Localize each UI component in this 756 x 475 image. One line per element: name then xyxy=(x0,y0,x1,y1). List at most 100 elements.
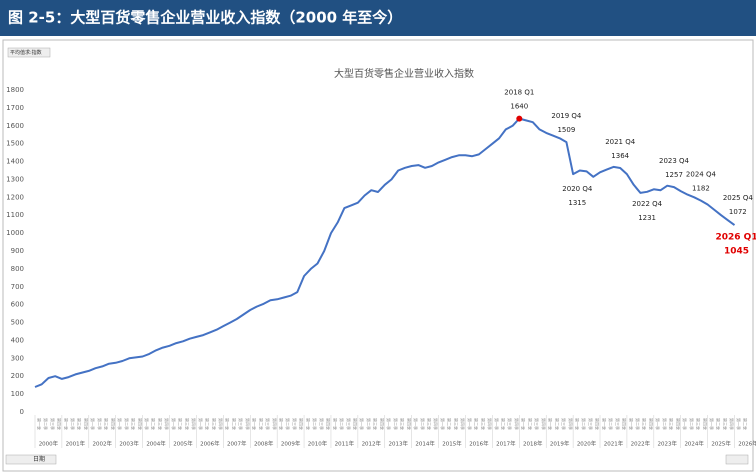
quarter-label: 第一季 xyxy=(63,418,69,430)
quarter-label: 第三季 xyxy=(211,418,217,430)
x-tick-label: 2023年 xyxy=(658,440,678,448)
quarter-label: 第一季 xyxy=(171,418,177,430)
x-tick-label: 2006年 xyxy=(200,440,220,448)
x-tick-label: 2025年 xyxy=(711,440,731,448)
y-tick-label: 1300 xyxy=(6,175,24,183)
quarter-label: 第一季 xyxy=(332,418,338,430)
x-tick-label: 2019年 xyxy=(550,440,570,448)
quarter-label: 第一季 xyxy=(90,418,96,430)
expand-buttons[interactable] xyxy=(725,454,749,465)
y-tick-label: 1100 xyxy=(6,211,24,219)
date-filter[interactable] xyxy=(5,454,57,465)
quarter-label: 第四季 xyxy=(326,418,332,430)
y-tick-label: 700 xyxy=(11,283,24,291)
quarter-label: 第二季 xyxy=(500,418,506,430)
quarter-label: 第一季 xyxy=(467,418,473,430)
x-tick-label: 2013年 xyxy=(388,440,408,448)
y-tick-label: 300 xyxy=(11,354,24,362)
quarter-label: 第四季 xyxy=(729,418,735,430)
quarter-label: 第二季 xyxy=(97,418,103,430)
quarter-label: 第四季 xyxy=(702,418,708,430)
annotation-value: 1640 xyxy=(510,103,528,111)
annotation-value: 1182 xyxy=(692,185,710,193)
x-tick-label: 2001年 xyxy=(66,440,86,448)
quarter-label: 第四季 xyxy=(433,418,439,430)
date-filter-label[interactable]: 日期 xyxy=(33,455,45,463)
quarter-label: 第三季 xyxy=(319,418,325,430)
quarter-label: 第二季 xyxy=(312,418,318,430)
quarter-label: 第三季 xyxy=(131,418,137,430)
quarter-label: 第一季 xyxy=(521,418,527,430)
quarter-label: 第四季 xyxy=(83,418,89,430)
quarter-label: 第四季 xyxy=(487,418,493,430)
annotation-label: 2022 Q4 xyxy=(632,200,663,208)
quarter-label: 第一季 xyxy=(36,418,42,430)
annotation-value: 1509 xyxy=(557,126,575,134)
quarter-label: 第一季 xyxy=(548,418,554,430)
quarter-label: 第四季 xyxy=(57,418,63,430)
quarter-label: 第四季 xyxy=(406,418,412,430)
quarter-label: 第三季 xyxy=(507,418,513,430)
quarter-label: 第二季 xyxy=(608,418,614,430)
quarter-label: 第四季 xyxy=(648,418,654,430)
x-tick-label: 2020年 xyxy=(577,440,597,448)
y-tick-label: 1600 xyxy=(6,122,24,130)
value-button[interactable] xyxy=(7,47,51,58)
y-tick-label: 0 xyxy=(20,408,24,416)
chart-title: 大型百货零售企业营业收入指数 xyxy=(334,67,474,80)
y-tick-label: 400 xyxy=(11,336,24,344)
annotation-label: 2021 Q4 xyxy=(605,138,636,146)
quarter-label: 第三季 xyxy=(426,418,432,430)
y-tick-label: 500 xyxy=(11,319,24,327)
quarter-label: 第二季 xyxy=(258,418,264,430)
x-tick-label: 2000年 xyxy=(39,440,59,448)
quarter-label: 第三季 xyxy=(346,418,352,430)
annotation-label: 2026 Q1 xyxy=(715,233,756,243)
quarter-label: 第三季 xyxy=(561,418,567,430)
quarter-label: 第一季 xyxy=(709,418,715,430)
quarter-label: 第二季 xyxy=(689,418,695,430)
annotation-label: 2019 Q4 xyxy=(551,112,582,120)
quarter-label: 第一季 xyxy=(413,418,419,430)
peak-marker xyxy=(516,115,523,122)
quarter-label: 第三季 xyxy=(642,418,648,430)
quarter-label: 第三季 xyxy=(669,418,675,430)
y-tick-label: 200 xyxy=(11,372,24,380)
y-tick-label: 1700 xyxy=(6,104,24,112)
quarter-label: 第一季 xyxy=(117,418,123,430)
annotation-label: 2024 Q4 xyxy=(686,171,717,179)
quarter-label: 第四季 xyxy=(164,418,170,430)
x-tick-label: 2014年 xyxy=(415,440,435,448)
annotation-value: 1257 xyxy=(665,171,683,179)
quarter-label: 第二季 xyxy=(743,418,749,430)
annotation-value: 1364 xyxy=(611,152,629,160)
quarter-label: 第四季 xyxy=(622,418,628,430)
quarter-label: 第四季 xyxy=(245,418,251,430)
quarter-label: 第四季 xyxy=(272,418,278,430)
quarter-label: 第三季 xyxy=(50,418,56,430)
y-tick-label: 1200 xyxy=(6,193,24,201)
quarter-label: 第四季 xyxy=(460,418,466,430)
quarter-label: 第三季 xyxy=(588,418,594,430)
quarter-label: 第一季 xyxy=(144,418,150,430)
x-tick-label: 2021年 xyxy=(604,440,624,448)
quarter-label: 第三季 xyxy=(534,418,540,430)
quarter-label: 第一季 xyxy=(574,418,580,430)
value-button-label[interactable]: 平均值求:指数 xyxy=(10,49,42,56)
y-tick-label: 1500 xyxy=(6,140,24,148)
quarter-label: 第一季 xyxy=(279,418,285,430)
quarter-label: 第一季 xyxy=(655,418,661,430)
x-tick-label: 2007年 xyxy=(227,440,247,448)
quarter-label: 第三季 xyxy=(722,418,728,430)
quarter-label: 第四季 xyxy=(568,418,574,430)
x-tick-label: 2009年 xyxy=(281,440,301,448)
quarter-label: 第二季 xyxy=(581,418,587,430)
quarter-label: 第一季 xyxy=(359,418,365,430)
quarter-label: 第三季 xyxy=(184,418,190,430)
x-tick-label: 2005年 xyxy=(173,440,193,448)
annotation-label: 2018 Q1 xyxy=(504,89,534,97)
x-tick-label: 2018年 xyxy=(523,440,543,448)
quarter-label: 第一季 xyxy=(736,418,742,430)
annotation-value: 1072 xyxy=(729,208,747,216)
data-line xyxy=(34,117,736,388)
